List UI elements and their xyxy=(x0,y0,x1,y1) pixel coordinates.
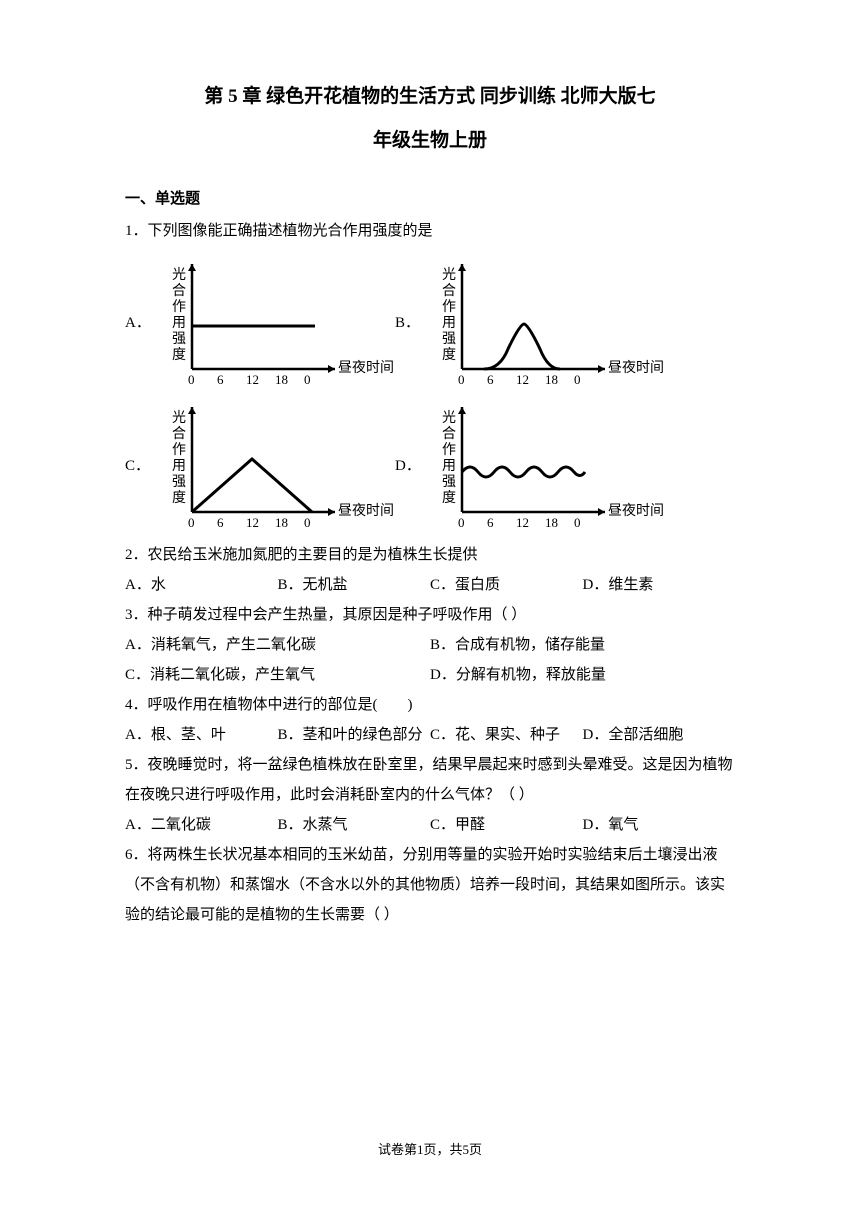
section-heading: 一、单选题 xyxy=(125,187,735,208)
svg-text:光合作用强度: 光合作用强度 xyxy=(172,410,186,506)
svg-text:0: 0 xyxy=(458,515,465,530)
chart-b: 光合作用强度 昼夜时间 0 6 12 18 0 xyxy=(430,254,665,389)
q4-opt-c: C．花、果实、种子 xyxy=(430,720,583,750)
option-b-label: B． xyxy=(395,311,425,332)
svg-text:0: 0 xyxy=(574,515,581,530)
question-4: 4．呼吸作用在植物体中进行的部位是( ) xyxy=(125,690,735,720)
q3-opt-d: D．分解有机物，释放能量 xyxy=(430,660,735,690)
chart-a: 光合作用强度 昼夜时间 0 6 12 18 0 xyxy=(160,254,395,389)
chart-row-2: C． 光合作用强度 昼夜时间 0 6 12 18 0 D． 光合作用强度 昼夜时… xyxy=(125,397,735,532)
page-title: 第 5 章 绿色开花植物的生活方式 同步训练 北师大版七 xyxy=(125,75,735,119)
svg-text:6: 6 xyxy=(487,372,494,387)
svg-text:0: 0 xyxy=(458,372,465,387)
chart-a-xlabel: 昼夜时间 xyxy=(338,360,394,376)
question-3-options-2: C．消耗二氧化碳，产生氧气 D．分解有机物，释放能量 xyxy=(125,660,735,690)
page-subtitle: 年级生物上册 xyxy=(125,119,735,163)
q2-opt-a: A．水 xyxy=(125,570,278,600)
svg-text:18: 18 xyxy=(275,372,288,387)
svg-text:0: 0 xyxy=(188,515,195,530)
svg-text:12: 12 xyxy=(246,372,259,387)
q4-opt-d: D．全部活细胞 xyxy=(583,720,736,750)
svg-text:0: 0 xyxy=(188,372,195,387)
chart-c: 光合作用强度 昼夜时间 0 6 12 18 0 xyxy=(160,397,395,532)
question-3-options-1: A．消耗氧气，产生二氧化碳 B．合成有机物，储存能量 xyxy=(125,630,735,660)
svg-text:12: 12 xyxy=(516,372,529,387)
q2-opt-b: B．无机盐 xyxy=(278,570,431,600)
q3-opt-b: B．合成有机物，储存能量 xyxy=(430,630,735,660)
question-5-options: A．二氧化碳 B．水蒸气 C．甲醛 D．氧气 xyxy=(125,810,735,840)
option-c-label: C． xyxy=(125,454,155,475)
svg-text:18: 18 xyxy=(275,515,288,530)
svg-text:0: 0 xyxy=(304,372,311,387)
question-3: 3．种子萌发过程中会产生热量，其原因是种子呼吸作用（ ） xyxy=(125,600,735,630)
svg-text:6: 6 xyxy=(217,515,224,530)
q3-opt-a: A．消耗氧气，产生二氧化碳 xyxy=(125,630,430,660)
question-4-options: A．根、茎、叶 B．茎和叶的绿色部分 C．花、果实、种子 D．全部活细胞 xyxy=(125,720,735,750)
svg-text:0: 0 xyxy=(574,372,581,387)
q5-opt-d: D．氧气 xyxy=(583,810,736,840)
q2-opt-c: C．蛋白质 xyxy=(430,570,583,600)
svg-text:光合作用强度: 光合作用强度 xyxy=(442,410,456,506)
question-5: 5．夜晚睡觉时，将一盆绿色植株放在卧室里，结果早晨起来时感到头晕难受。这是因为植… xyxy=(125,750,735,810)
svg-text:12: 12 xyxy=(246,515,259,530)
question-2-options: A．水 B．无机盐 C．蛋白质 D．维生素 xyxy=(125,570,735,600)
q5-opt-a: A．二氧化碳 xyxy=(125,810,278,840)
question-2: 2．农民给玉米施加氮肥的主要目的是为植株生长提供 xyxy=(125,540,735,570)
svg-text:光合作用强度: 光合作用强度 xyxy=(442,267,456,363)
q4-opt-b: B．茎和叶的绿色部分 xyxy=(278,720,431,750)
q5-opt-c: C．甲醛 xyxy=(430,810,583,840)
svg-text:12: 12 xyxy=(516,515,529,530)
q4-opt-a: A．根、茎、叶 xyxy=(125,720,278,750)
question-6: 6．将两株生长状况基本相同的玉米幼苗，分别用等量的实验开始时实验结束后土壤浸出液… xyxy=(125,840,735,930)
q5-opt-b: B．水蒸气 xyxy=(278,810,431,840)
q3-opt-c: C．消耗二氧化碳，产生氧气 xyxy=(125,660,430,690)
option-a-label: A． xyxy=(125,311,155,332)
svg-text:6: 6 xyxy=(487,515,494,530)
svg-text:18: 18 xyxy=(545,372,558,387)
chart-row-1: A． 光合作用强度 昼夜时间 0 6 12 18 0 B． 光合作用强度 昼夜时… xyxy=(125,254,735,389)
svg-text:6: 6 xyxy=(217,372,224,387)
svg-text:18: 18 xyxy=(545,515,558,530)
svg-text:昼夜时间: 昼夜时间 xyxy=(608,360,664,376)
chart-a-ylabel: 光合作用强度 xyxy=(172,267,186,363)
question-1: 1．下列图像能正确描述植物光合作用强度的是 xyxy=(125,216,735,246)
option-d-label: D． xyxy=(395,454,425,475)
svg-text:昼夜时间: 昼夜时间 xyxy=(608,503,664,519)
page-footer: 试卷第1页，共5页 xyxy=(0,1139,860,1158)
chart-d: 光合作用强度 昼夜时间 0 6 12 18 0 xyxy=(430,397,665,532)
svg-text:昼夜时间: 昼夜时间 xyxy=(338,503,394,519)
q2-opt-d: D．维生素 xyxy=(583,570,736,600)
svg-text:0: 0 xyxy=(304,515,311,530)
